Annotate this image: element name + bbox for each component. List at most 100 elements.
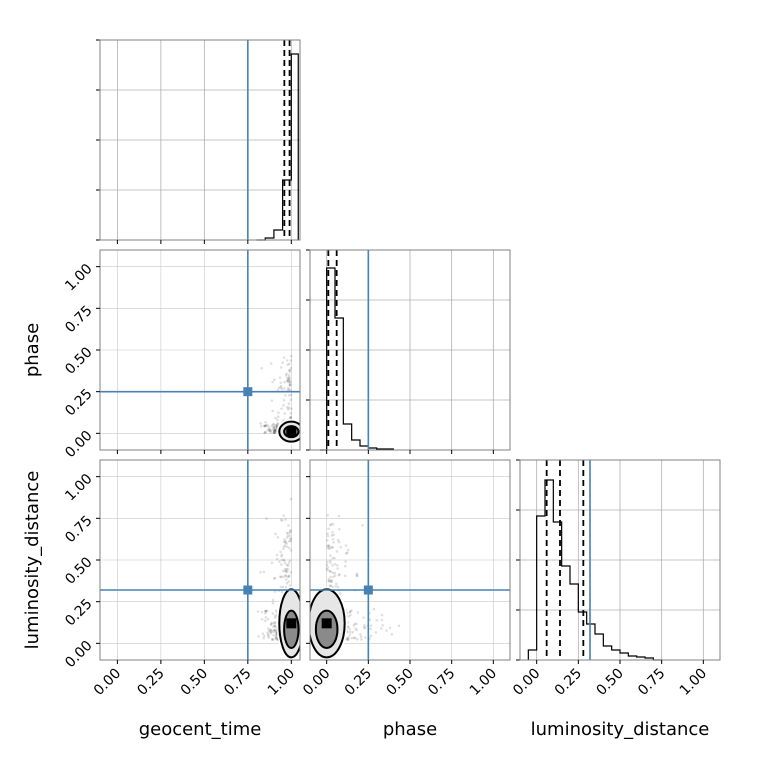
- scatter-point: [287, 373, 291, 377]
- scatter-point: [333, 574, 337, 577]
- scatter-point: [355, 574, 359, 577]
- scatter-point: [265, 424, 268, 427]
- x-tick-label: 0.25: [134, 666, 167, 699]
- scatter-point: [274, 416, 277, 420]
- contour-inner: [314, 609, 339, 650]
- scatter-point: [345, 552, 348, 555]
- scatter-point: [336, 538, 340, 542]
- scatter-point: [274, 614, 277, 617]
- scatter-point: [286, 534, 289, 538]
- scatter-point: [273, 624, 277, 628]
- scatter-panel-geocent_time-phase: [99, 249, 301, 451]
- scatter-point: [287, 380, 291, 384]
- scatter-point: [287, 402, 291, 406]
- scatter-point: [354, 627, 357, 630]
- scatter-point: [355, 628, 358, 632]
- scatter-point: [273, 431, 277, 435]
- scatter-point: [329, 570, 332, 574]
- scatter-point: [281, 575, 285, 578]
- scatter-point: [345, 551, 349, 555]
- scatter-point: [273, 576, 277, 580]
- scatter-point: [346, 548, 350, 552]
- scatter-point: [362, 616, 365, 619]
- scatter-point: [273, 621, 276, 625]
- scatter-point: [289, 354, 293, 358]
- scatter-point: [336, 567, 339, 570]
- scatter-point: [331, 571, 335, 575]
- scatter-point: [274, 423, 278, 427]
- scatter-point: [285, 406, 289, 409]
- scatter-point: [288, 559, 292, 562]
- scatter-point: [346, 638, 350, 641]
- scatter-point: [263, 424, 266, 428]
- scatter-point: [346, 638, 350, 641]
- scatter-point: [351, 630, 355, 634]
- scatter-point: [282, 387, 286, 390]
- histogram-step: [527, 479, 662, 661]
- scatter-point: [273, 577, 276, 580]
- scatter-point: [282, 398, 286, 402]
- x-tick-label: 0.50: [383, 666, 416, 699]
- scatter-point: [274, 628, 277, 632]
- scatter-point: [353, 622, 357, 626]
- y-axis-phase: 0.00 0.25 0.50 0.75 1.00 phase: [22, 261, 100, 461]
- scatter-point: [282, 356, 286, 359]
- y-axis-label: luminosity_distance: [22, 471, 43, 650]
- scatter-point: [264, 609, 268, 613]
- scatter-point: [285, 359, 289, 362]
- scatter-point: [282, 514, 285, 517]
- scatter-point: [264, 611, 267, 615]
- scatter-point: [330, 578, 333, 582]
- scatter-point: [274, 634, 278, 638]
- scatter-point: [337, 540, 341, 544]
- scatter-point: [264, 619, 267, 623]
- scatter-point: [327, 544, 330, 547]
- scatter-point: [288, 539, 291, 543]
- scatter-point: [289, 416, 293, 419]
- scatter-point: [329, 554, 332, 557]
- y-axis-luminosity_distance: 0.00 0.25 0.50 0.75 1.00 luminosity_distance: [22, 471, 100, 671]
- scatter-point: [272, 629, 275, 632]
- scatter-point: [273, 429, 276, 433]
- x-axis-label: geocent_time: [139, 719, 262, 740]
- histogram-step: [256, 53, 299, 241]
- scatter-point: [286, 379, 289, 383]
- scatter-point: [352, 636, 356, 640]
- scatter-point: [326, 560, 329, 564]
- scatter-point: [347, 635, 351, 639]
- scatter-point: [280, 590, 284, 594]
- scatter-point: [265, 517, 268, 520]
- scatter-point: [269, 623, 273, 626]
- scatter-point: [289, 539, 293, 543]
- scatter-point: [272, 378, 276, 382]
- scatter-point: [289, 366, 293, 370]
- scatter-point: [329, 522, 333, 526]
- scatter-point: [289, 383, 292, 386]
- scatter-point: [267, 627, 270, 630]
- scatter-point: [330, 534, 334, 537]
- scatter-point: [279, 366, 283, 369]
- scatter-point: [266, 428, 270, 432]
- scatter-point: [360, 638, 363, 641]
- scatter-point: [363, 624, 366, 627]
- scatter-point: [288, 380, 292, 384]
- scatter-point: [272, 431, 276, 435]
- scatter-point: [257, 635, 260, 638]
- scatter-point: [348, 630, 352, 634]
- scatter-point: [331, 546, 335, 549]
- scatter-point: [347, 625, 350, 629]
- scatter-point: [259, 422, 262, 425]
- scatter-point: [279, 575, 283, 579]
- scatter-point: [379, 627, 383, 630]
- scatter-point: [266, 631, 269, 635]
- scatter-point: [264, 420, 267, 424]
- scatter-point: [289, 407, 293, 410]
- scatter-point: [350, 609, 353, 612]
- scatter-point: [272, 431, 276, 434]
- scatter-point: [272, 423, 276, 426]
- scatter-point: [343, 564, 347, 568]
- scatter-point: [334, 585, 338, 588]
- scatter-point: [264, 609, 267, 613]
- x-tick-label: 0.00: [300, 666, 333, 699]
- scatter-point: [355, 572, 359, 575]
